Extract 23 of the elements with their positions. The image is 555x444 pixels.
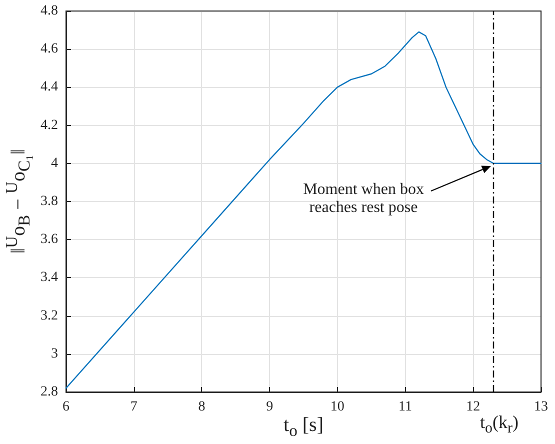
y-tick-label: 3 [51,346,58,362]
x-tick-label: 6 [62,400,70,414]
x-tick-label: 7 [130,400,138,414]
y-tick-label: 3.2 [40,308,58,324]
x-tick-label: 8 [198,400,206,414]
y-tick-label: 3.6 [40,232,58,248]
y-tick-label: 4 [51,156,58,171]
y-tick-label: 4.8 [40,4,58,18]
x-tick-label: 10 [330,400,344,414]
y-tick-label: 4.4 [40,80,58,95]
y-tick-label: 4.6 [40,42,58,57]
x-tick-label: 13 [534,400,548,414]
line-series [65,31,542,389]
x-axis-title: t$_{o}$ [s] [284,414,324,441]
y-tick-label: 4.2 [40,118,58,133]
x-tick-label: 11 [398,400,412,414]
y-tick-label: 3.8 [40,194,58,209]
annotation: Moment when box reaches rest pose [302,181,425,218]
ref-line-label: t$_{o}$(k$_{r}$) [480,412,519,438]
y-tick-label: 3.4 [40,270,58,286]
y-tick-label: 2.8 [40,384,58,400]
x-tick-label: 9 [266,400,274,414]
x-tick-label: 12 [466,400,480,414]
